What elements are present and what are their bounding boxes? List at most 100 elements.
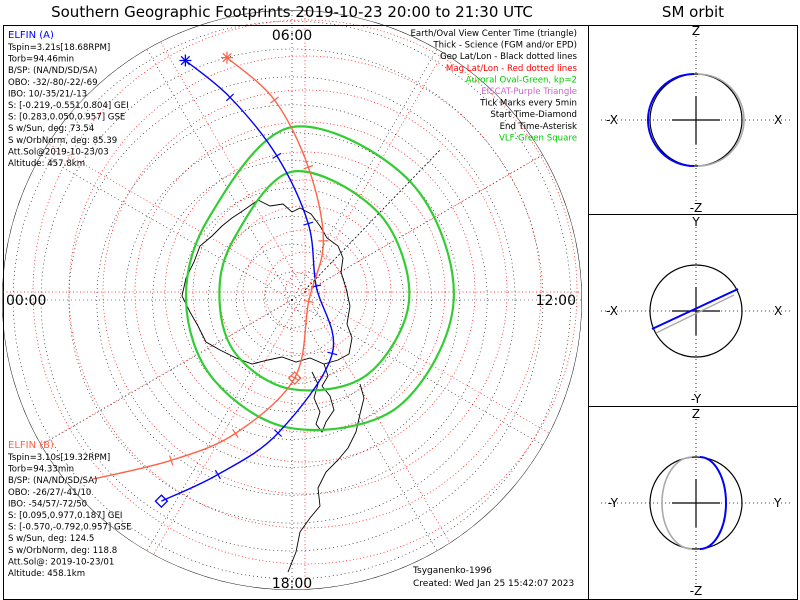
orbit-label-right: X xyxy=(774,113,782,127)
elfin-a-tick xyxy=(273,429,283,437)
info-line: IBO: -54/57/-72/50 xyxy=(8,499,87,509)
legend-entry: Mag Lat/Lon - Red dotted lines xyxy=(446,64,578,74)
sm-orbit-panels: Z -Z -X X Y -Y -X X Z -Z -Y Y xyxy=(601,24,791,598)
info-line: Altitude: 458.1km xyxy=(8,569,85,579)
orbit-label-right: X xyxy=(774,304,782,318)
auroral-oval-inner xyxy=(218,170,411,392)
earth-circle xyxy=(649,456,743,550)
elfin-a-tick xyxy=(225,93,235,102)
legend-entry: EISCAT-Purple Triangle xyxy=(481,87,577,97)
antarctica-outline xyxy=(181,199,353,365)
clock-label-right: 12:00 xyxy=(536,293,576,309)
clock-label-top: 06:00 xyxy=(272,28,312,44)
elfin-a-tick xyxy=(214,469,221,480)
orbit-panel-yz: Z -Z -Y Y xyxy=(601,407,791,598)
mag-lat-circle xyxy=(242,229,368,355)
legend-entry: Auroral Oval-Green, kp=2 xyxy=(466,75,577,85)
orbit-b xyxy=(697,73,745,167)
mag-lon-line xyxy=(304,126,582,293)
orbit-title: SM orbit xyxy=(662,3,724,21)
mag-grid xyxy=(2,10,582,590)
legend: Earth/Oval View Center Time (triangle) Th… xyxy=(410,29,577,143)
orbit-label-top: Z xyxy=(692,24,700,38)
info-line: Altitude: 457.8km xyxy=(8,159,85,169)
info-line: Torb=94.33min xyxy=(7,465,74,475)
info-line: S: [-0.570,-0.792,0.957] GSE xyxy=(8,523,132,533)
antarctica-coastline xyxy=(181,199,365,573)
info-line: B/SP: (NA/ND/SD/SA) xyxy=(8,476,97,486)
footprint-tracks xyxy=(92,51,338,509)
elfin-b-title: ELFIN (B) xyxy=(8,440,54,451)
geo-lon-line xyxy=(291,299,438,552)
elfin-b-tick xyxy=(290,375,300,382)
mag-lon-line xyxy=(19,291,306,458)
info-line: S w/Sun, deg: 73.54 xyxy=(8,124,94,134)
orbit-b xyxy=(655,294,735,334)
orbit-label-bottom: -Y xyxy=(691,392,702,406)
elfin-b-tick xyxy=(232,428,239,438)
info-line: Tspin=3.10s[19.32RPM] xyxy=(7,453,110,463)
geo-lon-line xyxy=(40,299,293,446)
legend-entry: Start Time-Diamond xyxy=(490,110,577,120)
peninsula-outline xyxy=(311,363,335,433)
info-line: IBO: 10/-35/21/-13 xyxy=(8,89,87,99)
mag-lon-line xyxy=(19,126,306,293)
info-line: S w/OrbNorm, deg: 118.8 xyxy=(8,546,117,556)
orbit-b xyxy=(661,456,693,550)
geo-lat-circle xyxy=(124,132,460,468)
info-line: Tspin=3.21s[18.68RPM] xyxy=(7,43,110,53)
orbit-label-right: Y xyxy=(773,496,782,510)
geo-lon-line xyxy=(146,48,293,301)
geo-lat-circle xyxy=(68,76,516,524)
earth-circle xyxy=(649,73,743,167)
geo-lat-circle xyxy=(12,20,572,580)
elfin-b-tick xyxy=(303,164,314,170)
polar-map xyxy=(2,10,582,590)
info-line: OBO: -26/27/-41/10 xyxy=(8,488,91,498)
geo-lat-circle xyxy=(208,216,376,384)
elfin-b-end-asterisk xyxy=(222,52,232,63)
mag-lat-circle xyxy=(134,121,476,463)
info-line: S: [0.283,0.050,0.957] GSE xyxy=(8,113,125,123)
elfin-b-tick xyxy=(270,96,279,104)
mag-lon-line xyxy=(304,291,582,458)
orbit-label-left: -X xyxy=(606,304,618,318)
geo-lon-line xyxy=(291,154,544,301)
legend-entry: Geo Lat/Lon - Black dotted lines xyxy=(440,52,578,62)
mag-lat-circle xyxy=(102,89,508,495)
mag-lat-circle xyxy=(32,19,578,565)
geo-lat-circle xyxy=(152,160,432,440)
orbit-panel-xz: Z -Z -X X xyxy=(601,24,791,215)
model-credit: Tsyganenko-1996 xyxy=(412,566,492,576)
mag-lon-line xyxy=(304,10,471,293)
clock-label-bottom: 18:00 xyxy=(272,576,312,592)
geo-lat-circle xyxy=(235,243,349,357)
info-line: S w/Sun, deg: 124.5 xyxy=(8,534,94,544)
elfin-b-tick xyxy=(303,299,314,304)
info-line: Att.Sol@2019-10-23/03 xyxy=(8,147,109,157)
south-america-outline xyxy=(287,383,365,573)
orbit-label-top: Z xyxy=(692,407,700,421)
auroral-oval-outer xyxy=(184,125,455,431)
geo-lat-circle xyxy=(40,48,544,552)
orbit-label-left: -X xyxy=(606,113,618,127)
created-stamp: Created: Wed Jan 25 15:42:07 2023 xyxy=(413,579,574,589)
mag-lon-line xyxy=(139,291,306,578)
legend-entry: End Time-Asterisk xyxy=(500,122,577,132)
elfin-b-tick xyxy=(169,455,174,466)
orbit-a xyxy=(651,288,739,330)
clock-label-left: 00:00 xyxy=(6,293,46,309)
orbit-panel-xy: Y -Y -X X xyxy=(601,215,791,406)
legend-entry: Tick Marks every 5min xyxy=(479,99,577,109)
earth-circle xyxy=(649,264,743,358)
orbit-label-bottom: -Z xyxy=(690,201,703,215)
geo-lon-line xyxy=(146,299,293,552)
elfin-a-title: ELFIN (A) xyxy=(8,30,54,41)
elfin-a-start-diamond xyxy=(154,494,169,509)
geo-lon-line xyxy=(40,154,293,301)
info-line: S w/OrbNorm, deg: 85.39 xyxy=(8,136,117,146)
info-line: Att.Sol@: 2019-10-23/01 xyxy=(8,557,114,567)
elfin-a-tick xyxy=(272,152,282,159)
orbit-label-bottom: -Z xyxy=(690,584,703,598)
geo-lat-circle xyxy=(180,188,404,412)
